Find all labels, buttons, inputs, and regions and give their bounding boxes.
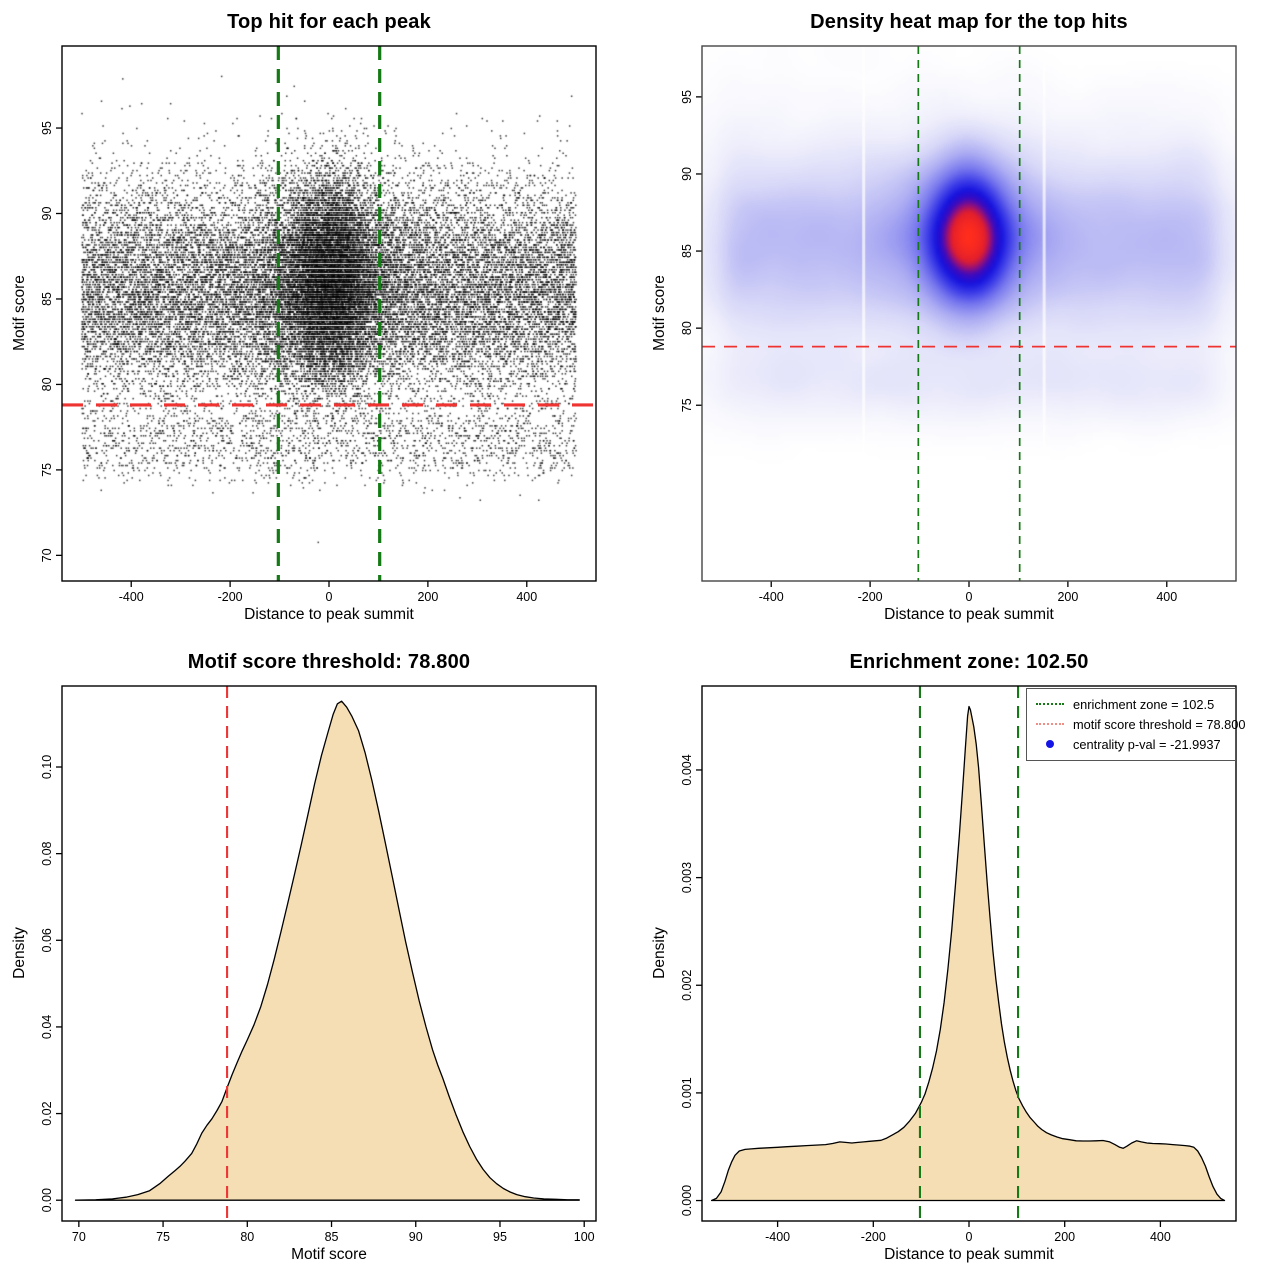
- legend-item: motif score threshold = 78.800: [1033, 714, 1246, 734]
- y-axis-label: Motif score: [651, 275, 668, 351]
- blue-point-swatch: [1033, 740, 1067, 748]
- x-axis-label: Distance to peak summit: [244, 606, 414, 623]
- legend-label: motif score threshold = 78.800: [1073, 716, 1246, 732]
- distance-density-svg: -400 -200 0 200 400 0.000 0.001 0.002 0.003 0.004: [680, 685, 1237, 1244]
- svg-text:80: 80: [680, 321, 694, 335]
- svg-text:-200: -200: [218, 590, 243, 604]
- panel-title: Top hit for each peak: [227, 11, 431, 33]
- svg-text:0.003: 0.003: [680, 862, 694, 893]
- panel-score-density: 70 75 80 85 90 95 100 0.00 0.02 0.04 0.06 0.08 0.10 …: [0, 640, 640, 1280]
- svg-text:75: 75: [156, 1230, 170, 1244]
- heatmap-canvas: [703, 47, 1237, 581]
- svg-text:90: 90: [409, 1230, 423, 1244]
- legend-label: centrality p-val = -21.9937: [1073, 736, 1221, 752]
- heatmap-axes-svg: -400 -200 0 200 400 75 80 85 90 95: [680, 45, 1237, 604]
- svg-text:-400: -400: [119, 590, 144, 604]
- svg-text:0.08: 0.08: [40, 841, 54, 865]
- panel-scatter: -400 -200 0 200 400 70 75 80 85 90 95 Top hit for …: [0, 0, 640, 640]
- panel-title: Density heat map for the top hits: [810, 11, 1128, 33]
- svg-text:70: 70: [72, 1230, 86, 1244]
- svg-text:80: 80: [240, 1230, 254, 1244]
- x-axis-label: Motif score: [291, 1246, 367, 1263]
- panel-title: Motif score threshold: 78.800: [187, 651, 471, 673]
- svg-text:75: 75: [40, 463, 54, 477]
- svg-text:0.004: 0.004: [680, 754, 694, 785]
- svg-text:95: 95: [493, 1230, 507, 1244]
- x-axis-label: Distance to peak summit: [884, 1246, 1054, 1263]
- svg-text:0.02: 0.02: [40, 1101, 54, 1125]
- x-axis-label: Distance to peak summit: [884, 606, 1054, 623]
- svg-text:400: 400: [1150, 1230, 1171, 1244]
- svg-text:400: 400: [1156, 590, 1177, 604]
- svg-text:85: 85: [680, 244, 694, 258]
- svg-text:80: 80: [40, 377, 54, 391]
- svg-text:-200: -200: [861, 1230, 886, 1244]
- legend-item: enrichment zone = 102.5: [1033, 694, 1229, 714]
- legend-label: enrichment zone = 102.5: [1073, 696, 1215, 712]
- svg-text:0.002: 0.002: [680, 970, 694, 1001]
- svg-text:0.000: 0.000: [680, 1185, 694, 1216]
- scatter-axes-svg: -400 -200 0 200 400 70 75 80 85 90 95: [40, 45, 597, 604]
- svg-text:0: 0: [966, 590, 973, 604]
- y-axis-label: Motif score: [11, 275, 28, 351]
- svg-text:70: 70: [40, 548, 54, 562]
- svg-text:95: 95: [680, 90, 694, 104]
- svg-text:100: 100: [574, 1230, 595, 1244]
- svg-text:75: 75: [680, 398, 694, 412]
- svg-text:-400: -400: [765, 1230, 790, 1244]
- panel-distance-density: -400 -200 0 200 400 0.000 0.001 0.002 0.003 0.004…: [640, 640, 1280, 1280]
- legend: enrichment zone = 102.5 motif score thre…: [1026, 688, 1246, 761]
- legend-item: centrality p-val = -21.9937: [1033, 734, 1229, 754]
- panel-heatmap: -400 -200 0 200 400 75 80 85 90 95 Density heat m…: [640, 0, 1280, 640]
- svg-text:200: 200: [1057, 590, 1078, 604]
- panel-title: Enrichment zone: 102.50: [849, 651, 1089, 673]
- svg-text:90: 90: [40, 207, 54, 221]
- svg-text:0: 0: [326, 590, 333, 604]
- svg-text:85: 85: [325, 1230, 339, 1244]
- y-axis-label: Density: [11, 927, 28, 979]
- svg-text:200: 200: [417, 590, 438, 604]
- svg-text:0.04: 0.04: [40, 1015, 54, 1039]
- svg-text:200: 200: [1054, 1230, 1075, 1244]
- scatter-points-canvas: [63, 47, 597, 581]
- svg-text:0.001: 0.001: [680, 1077, 694, 1108]
- green-dotted-line-swatch: [1033, 703, 1067, 705]
- svg-text:0.10: 0.10: [40, 755, 54, 779]
- svg-text:400: 400: [516, 590, 537, 604]
- svg-text:95: 95: [40, 121, 54, 135]
- svg-text:90: 90: [680, 167, 694, 181]
- svg-text:-400: -400: [759, 590, 784, 604]
- svg-text:-200: -200: [858, 590, 883, 604]
- svg-text:0: 0: [966, 1230, 973, 1244]
- red-dotted-line-swatch: [1033, 723, 1067, 725]
- svg-text:0.00: 0.00: [40, 1188, 54, 1212]
- svg-text:85: 85: [40, 292, 54, 306]
- svg-text:0.06: 0.06: [40, 928, 54, 952]
- y-axis-label: Density: [651, 927, 668, 979]
- score-density-svg: 70 75 80 85 90 95 100 0.00 0.02 0.04 0.06 0.08 0.10: [40, 685, 597, 1244]
